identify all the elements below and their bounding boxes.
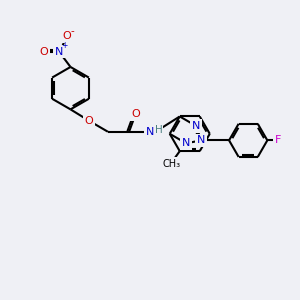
Text: N: N [55,47,64,57]
Text: +: + [61,41,68,50]
Text: O: O [62,31,71,41]
Text: O: O [40,47,48,57]
Text: H: H [155,125,162,135]
Text: -: - [70,26,74,36]
Text: N: N [192,121,200,131]
Text: O: O [84,116,93,126]
Text: N: N [146,127,154,137]
Text: N: N [197,135,205,146]
Text: N: N [182,138,190,148]
Text: O: O [131,109,140,119]
Text: CH₃: CH₃ [162,158,181,169]
Text: F: F [275,135,282,146]
